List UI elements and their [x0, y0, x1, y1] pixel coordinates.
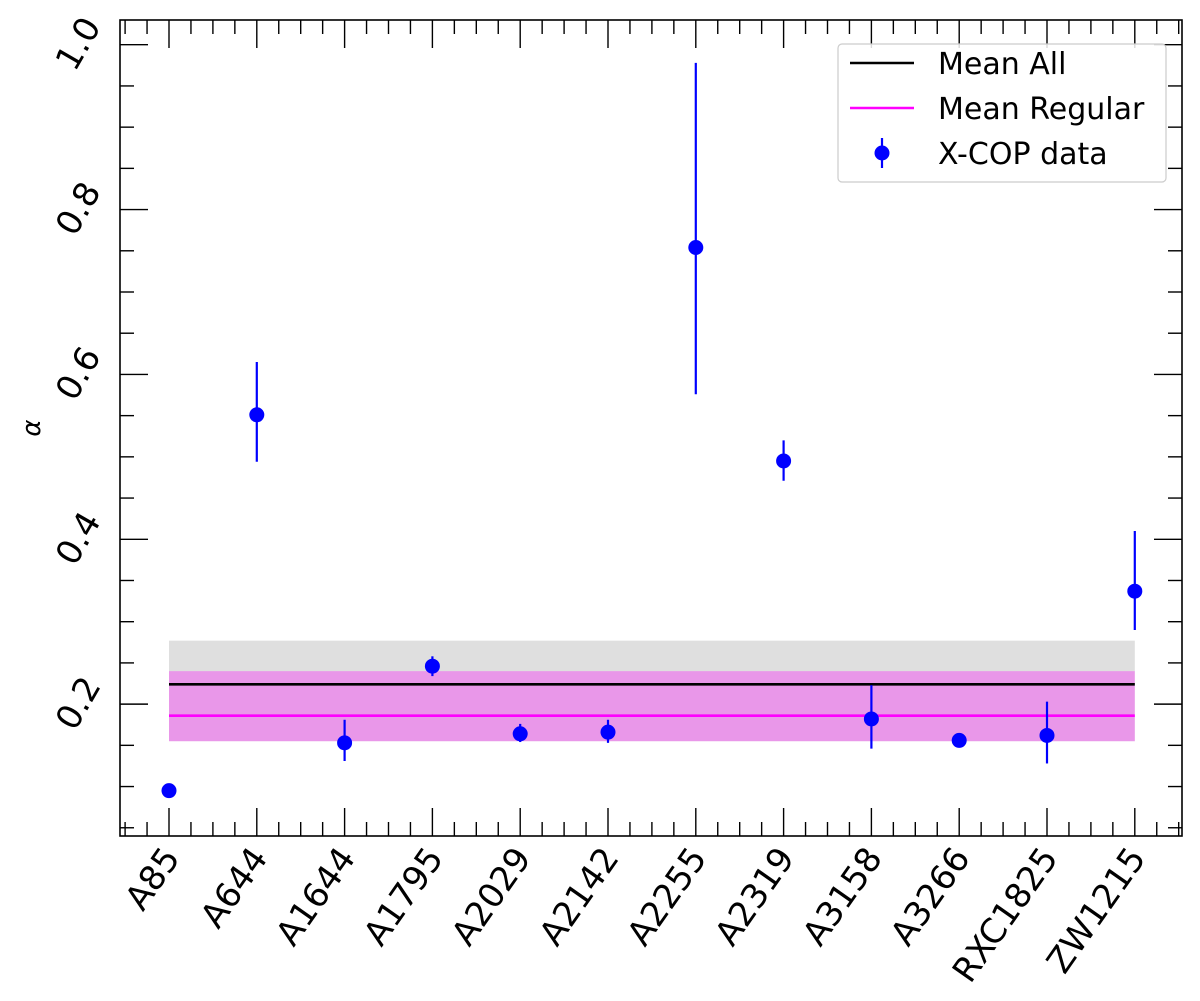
x-tick-label: A2029	[444, 840, 540, 953]
data-points	[161, 62, 1143, 799]
y-tick-label: 0.6	[48, 340, 110, 407]
x-tick-labels: A85 A644A1644A1795A2029A2142A2255A2319A31…	[117, 840, 1154, 990]
x-tick-label: A644	[193, 840, 276, 935]
x-tick-label: A85	[117, 840, 188, 917]
legend-point-swatch	[874, 145, 890, 161]
data-point	[161, 783, 177, 799]
y-tick-label: 0.2	[48, 670, 110, 737]
mean-lines	[169, 683, 1135, 717]
legend-label: Mean All	[938, 47, 1066, 82]
legend-box	[837, 43, 1167, 183]
y-tick-labels: 0.2 0.4 0.6 0.8 1.0	[48, 11, 110, 737]
x-tick-label: A1795	[356, 840, 452, 953]
y-tick-label: 0.8	[48, 175, 110, 242]
legend-item: Mean All	[850, 47, 1066, 82]
plot-frame	[119, 19, 1183, 837]
x-tick-label: A2142	[532, 840, 628, 953]
data-point	[688, 239, 704, 255]
legend-label: Mean Regular	[938, 92, 1145, 127]
x-tick-label: A2319	[707, 840, 803, 953]
y-tick-label: 0.4	[48, 505, 110, 572]
y-tick-label: 1.0	[48, 11, 110, 78]
x-tick-label: A3266	[883, 840, 979, 953]
data-point	[1039, 727, 1055, 743]
data-point	[600, 724, 616, 740]
data-point	[337, 735, 353, 751]
data-point	[776, 453, 792, 469]
x-tick-label: A2255	[619, 840, 715, 953]
band-mean-regular	[169, 671, 1135, 742]
band-mean-all	[169, 640, 1135, 742]
legend: Mean All Mean Regular X-COP data	[837, 43, 1167, 183]
x-tick-label: A3158	[795, 840, 891, 953]
axis-ticks	[120, 20, 1182, 836]
data-point	[512, 726, 528, 742]
legend-label: X-COP data	[938, 137, 1108, 172]
mean-bands	[169, 640, 1135, 742]
data-point	[863, 711, 879, 727]
y-axis-label: α	[17, 419, 47, 436]
x-tick-label: A1644	[268, 840, 364, 953]
data-point	[424, 658, 440, 674]
data-point	[951, 732, 967, 748]
data-point	[1127, 583, 1143, 599]
legend-item: X-COP data	[874, 137, 1108, 172]
data-point	[249, 407, 265, 423]
legend-item: Mean Regular	[850, 92, 1145, 127]
